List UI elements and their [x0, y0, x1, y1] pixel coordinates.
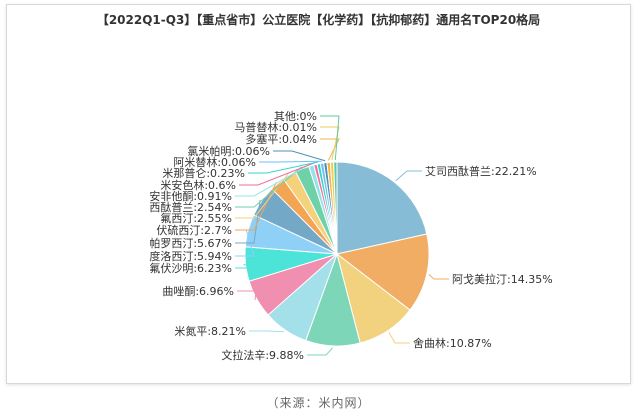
pie-slice	[335, 233, 430, 311]
leader-line	[237, 290, 257, 301]
slice-label: 马普替林:0.01%	[234, 120, 317, 134]
slice-label: 多塞平:0.04%	[245, 132, 317, 146]
slice-label: 阿米替林:0.06%	[173, 155, 256, 169]
slice-label: 阿戈美拉汀:14.35%	[452, 272, 553, 286]
slice-labels: 艾司西酞普兰:22.21% 阿戈美拉汀:14.35% 舍曲林:10.87% 文拉法辛:…	[149, 110, 552, 362]
leader-line	[320, 115, 340, 161]
leader-line	[235, 166, 302, 208]
leader-line	[249, 330, 285, 333]
slice-label: 氯米帕明:0.06%	[187, 144, 270, 158]
slice-label: 度洛西汀:5.94%	[149, 249, 232, 263]
slice-label: 米那普仑:0.23%	[162, 166, 245, 180]
slice-label: 帕罗西汀:5.67%	[149, 236, 232, 250]
slice-label: 氟伏沙明:6.23%	[149, 261, 232, 275]
slice-label: 其他:0%	[274, 110, 317, 123]
chart-title: 【2022Q1-Q3】【重点省市】公立医院【化学药】【抗抑郁药】通用名TOP20…	[96, 13, 541, 27]
source-note: （来源：米内网）	[266, 396, 371, 410]
leader-line	[320, 126, 340, 161]
leader-line	[388, 332, 410, 344]
slice-label: 米氮平:8.21%	[174, 324, 246, 338]
pie-slices	[244, 161, 430, 347]
slice-label: 曲唑酮:6.96%	[162, 285, 234, 298]
leader-line	[395, 170, 422, 182]
leader-line	[307, 347, 334, 356]
slice-label: 安非他酮:0.91%	[149, 189, 232, 203]
leader-line	[235, 163, 311, 197]
leader-line	[235, 173, 289, 219]
leader-line	[248, 161, 319, 174]
leader-line	[235, 263, 255, 269]
leader-line	[239, 162, 316, 186]
leader-line	[428, 273, 449, 280]
pie-slice	[336, 161, 428, 255]
pie-slice	[333, 161, 338, 255]
leader-lines	[235, 115, 449, 356]
leader-line	[273, 150, 326, 162]
slice-label: 氟西汀:2.55%	[160, 212, 232, 225]
slice-label: 舍曲林:10.87%	[413, 336, 492, 350]
slice-label: 艾司西酞普兰:22.21%	[425, 164, 537, 178]
slice-label: 米安色林:0.6%	[160, 178, 236, 192]
leader-line	[235, 229, 255, 257]
slice-label: 文拉法辛:9.88%	[221, 348, 304, 362]
leader-line	[320, 138, 340, 161]
leader-line	[235, 199, 261, 244]
slice-label: 西酞普兰:2.54%	[149, 200, 232, 214]
leader-line	[259, 160, 322, 163]
slice-label: 伏硫西汀:2.7%	[156, 223, 232, 237]
